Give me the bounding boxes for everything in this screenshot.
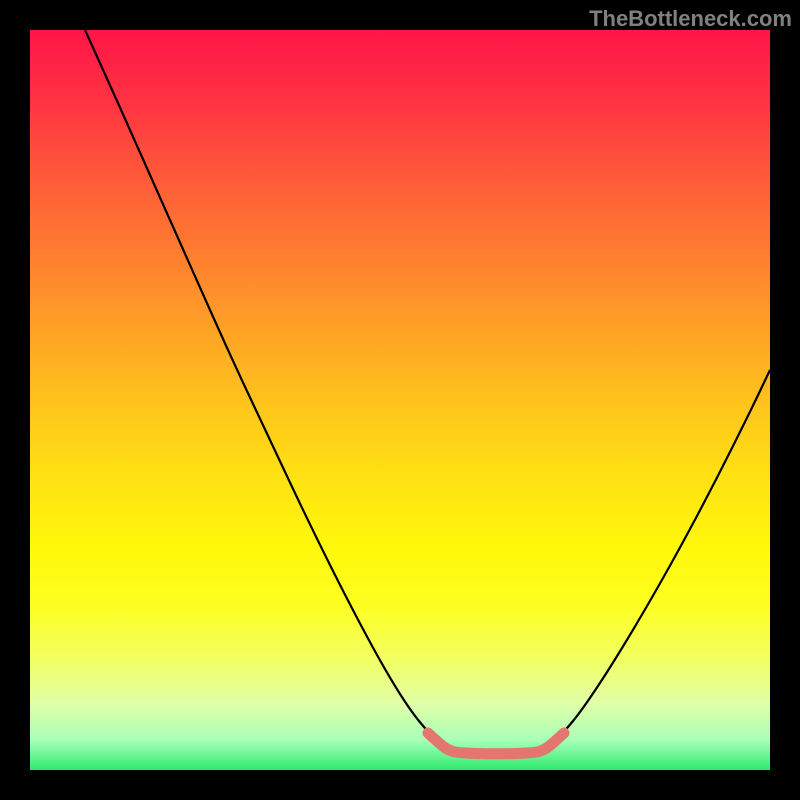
chart-container: TheBottleneck.com xyxy=(0,0,800,800)
chart-frame xyxy=(0,0,800,800)
attribution-label: TheBottleneck.com xyxy=(589,6,792,32)
